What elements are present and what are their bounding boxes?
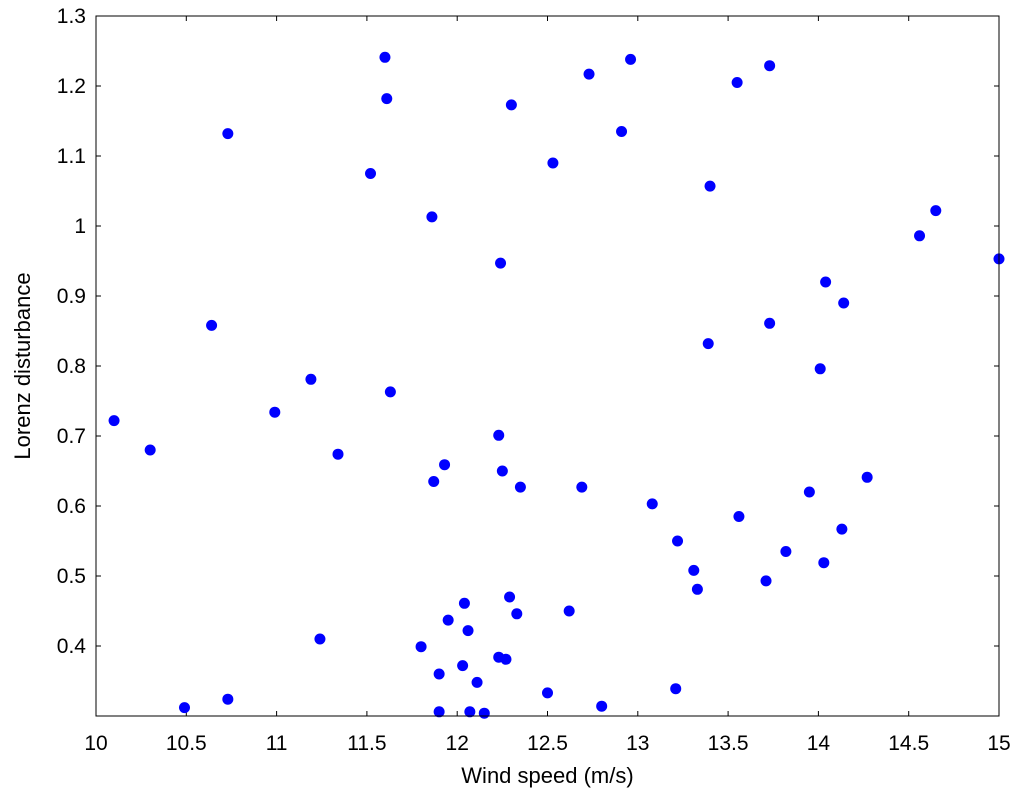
x-tick-label: 15	[987, 732, 1010, 755]
data-point	[471, 676, 483, 688]
data-point	[838, 297, 850, 309]
data-point	[688, 564, 700, 576]
data-points	[108, 51, 1005, 719]
y-tick-label: 1.1	[57, 145, 86, 168]
data-point	[820, 276, 832, 288]
data-point	[493, 429, 505, 441]
y-axis-label: Lorenz disturbance	[10, 272, 35, 459]
data-point	[547, 157, 559, 169]
y-tick-label: 1.2	[57, 75, 86, 98]
data-point	[144, 444, 156, 456]
data-point	[269, 406, 281, 418]
data-point	[457, 660, 469, 672]
data-point	[616, 126, 628, 137]
x-axis-ticks: 10 10.5 11 11.5 12 12.5 13 13.5 14 14.5 15	[84, 16, 1011, 755]
data-point	[305, 373, 317, 385]
data-point	[500, 653, 512, 665]
data-point	[914, 230, 926, 242]
data-point	[442, 614, 454, 626]
data-point	[464, 706, 476, 718]
data-point	[458, 597, 470, 609]
data-point	[332, 448, 344, 460]
data-point	[222, 128, 234, 140]
data-point	[496, 465, 508, 477]
data-point	[576, 481, 588, 493]
data-point	[505, 99, 517, 111]
data-point	[780, 546, 792, 557]
x-tick-label: 11	[266, 732, 288, 755]
x-tick-label: 14	[807, 732, 831, 755]
x-tick-label: 14.5	[888, 732, 929, 755]
data-point	[379, 51, 391, 63]
data-point	[108, 415, 120, 427]
data-point	[514, 481, 526, 493]
data-point	[704, 180, 716, 192]
x-tick-label: 10	[84, 732, 107, 755]
data-point	[670, 683, 682, 695]
x-tick-label: 13	[626, 732, 649, 755]
x-tick-label: 13.5	[708, 732, 749, 755]
data-point	[542, 687, 553, 699]
data-point	[426, 211, 438, 223]
y-tick-label: 1.3	[57, 5, 86, 28]
data-point	[478, 707, 490, 719]
data-point	[702, 338, 714, 350]
y-tick-label: 0.8	[57, 355, 86, 378]
data-point	[222, 693, 234, 705]
y-tick-label: 0.6	[57, 495, 86, 518]
data-point	[691, 583, 703, 595]
y-tick-label: 0.4	[57, 635, 87, 658]
data-point	[495, 257, 507, 269]
data-point	[625, 53, 637, 65]
data-point	[646, 498, 658, 510]
data-point	[433, 668, 445, 680]
x-tick-label: 10.5	[166, 732, 207, 755]
data-point	[439, 459, 451, 471]
plot-frame	[95, 15, 1000, 717]
x-tick-label: 12.5	[527, 732, 568, 755]
y-axis-ticks: 0.4 0.5 0.6 0.7 0.8 0.9 1 1.1 1.2 1.3	[57, 5, 999, 658]
data-point	[563, 605, 575, 617]
data-point	[365, 168, 377, 179]
data-point	[760, 575, 772, 587]
data-point	[583, 68, 595, 80]
y-tick-label: 0.9	[57, 285, 86, 308]
data-point	[178, 702, 190, 714]
data-point	[381, 93, 393, 105]
data-point	[930, 205, 942, 217]
x-axis-label: Wind speed (m/s)	[461, 763, 633, 788]
y-tick-label: 0.7	[57, 425, 86, 448]
data-point	[384, 386, 396, 398]
data-point	[511, 608, 523, 620]
data-point	[803, 486, 815, 498]
data-point	[836, 523, 848, 535]
data-point	[462, 625, 474, 637]
data-point	[596, 700, 608, 712]
x-tick-label: 11.5	[347, 732, 386, 755]
data-point	[415, 641, 427, 653]
data-point	[433, 706, 445, 718]
data-point	[764, 317, 776, 329]
plot-background	[96, 16, 999, 716]
y-tick-label: 1	[74, 215, 86, 238]
data-point	[206, 319, 218, 331]
data-point	[504, 591, 516, 603]
data-point	[764, 60, 776, 72]
data-point	[818, 557, 830, 569]
x-tick-label: 12	[446, 732, 469, 755]
data-point	[314, 633, 326, 645]
y-tick-label: 0.5	[57, 565, 86, 588]
data-point	[861, 471, 873, 483]
data-point	[731, 77, 743, 88]
data-point	[672, 535, 684, 547]
data-point	[814, 363, 826, 375]
data-point	[733, 511, 745, 522]
data-point	[428, 476, 440, 487]
